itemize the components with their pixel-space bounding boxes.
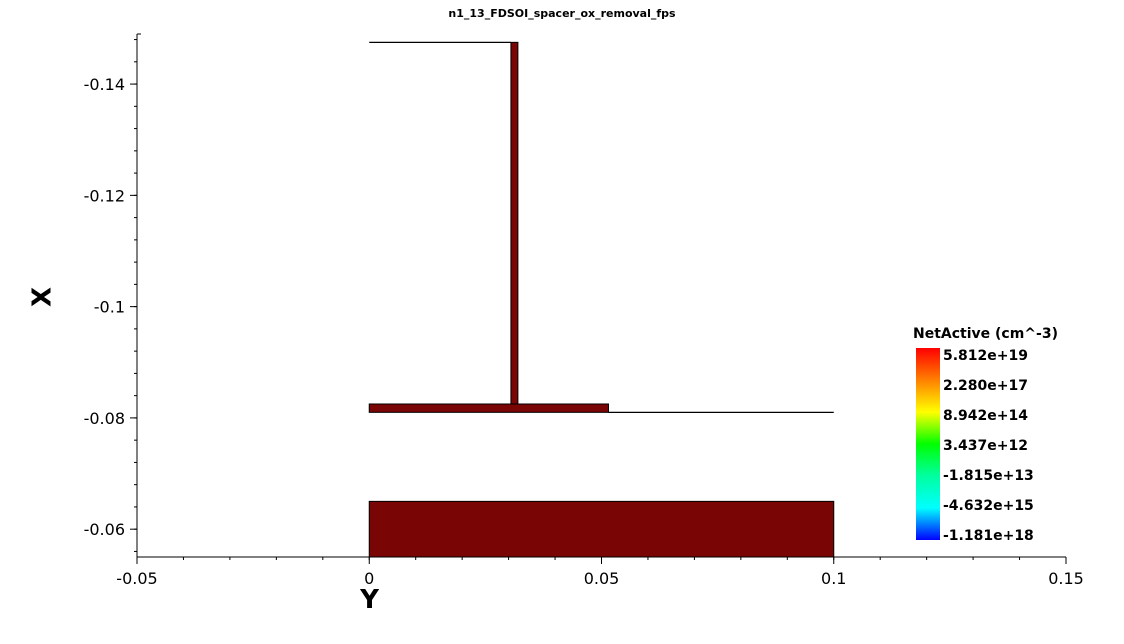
legend-label: 3.437e+12 xyxy=(943,438,1028,454)
legend-label: -1.815e+13 xyxy=(943,468,1034,484)
x-tick-label: 0 xyxy=(364,569,374,588)
x-tick-label: -0.05 xyxy=(116,569,157,588)
x-tick-label: 0.15 xyxy=(1048,569,1084,588)
y-tick-label: -0.08 xyxy=(84,409,125,428)
x-axis-label: Y xyxy=(359,585,380,615)
region-horizontal-layer xyxy=(368,403,609,413)
y-tick-label: -0.06 xyxy=(84,520,125,539)
chart-title: n1_13_FDSOI_spacer_ox_removal_fps xyxy=(448,7,676,20)
y-axis-label: X xyxy=(28,287,58,307)
y-tick-label: -0.12 xyxy=(84,186,125,205)
legend-label: -4.632e+15 xyxy=(943,498,1034,514)
legend-label: 5.812e+19 xyxy=(943,348,1028,364)
y-tick-label: -0.1 xyxy=(94,298,125,317)
legend-title: NetActive (cm^-3) xyxy=(913,326,1058,342)
y-tick-label: -0.14 xyxy=(84,75,125,94)
legend-label: -1.181e+18 xyxy=(943,528,1034,544)
legend-label: 8.942e+14 xyxy=(943,408,1028,424)
region-vertical-fin xyxy=(510,41,519,405)
legend-label: 2.280e+17 xyxy=(943,378,1028,394)
legend-color-bar xyxy=(916,348,940,540)
x-tick-label: 0.05 xyxy=(584,569,620,588)
x-tick-label: 0.1 xyxy=(821,569,846,588)
region-bottom-slab xyxy=(368,500,835,558)
